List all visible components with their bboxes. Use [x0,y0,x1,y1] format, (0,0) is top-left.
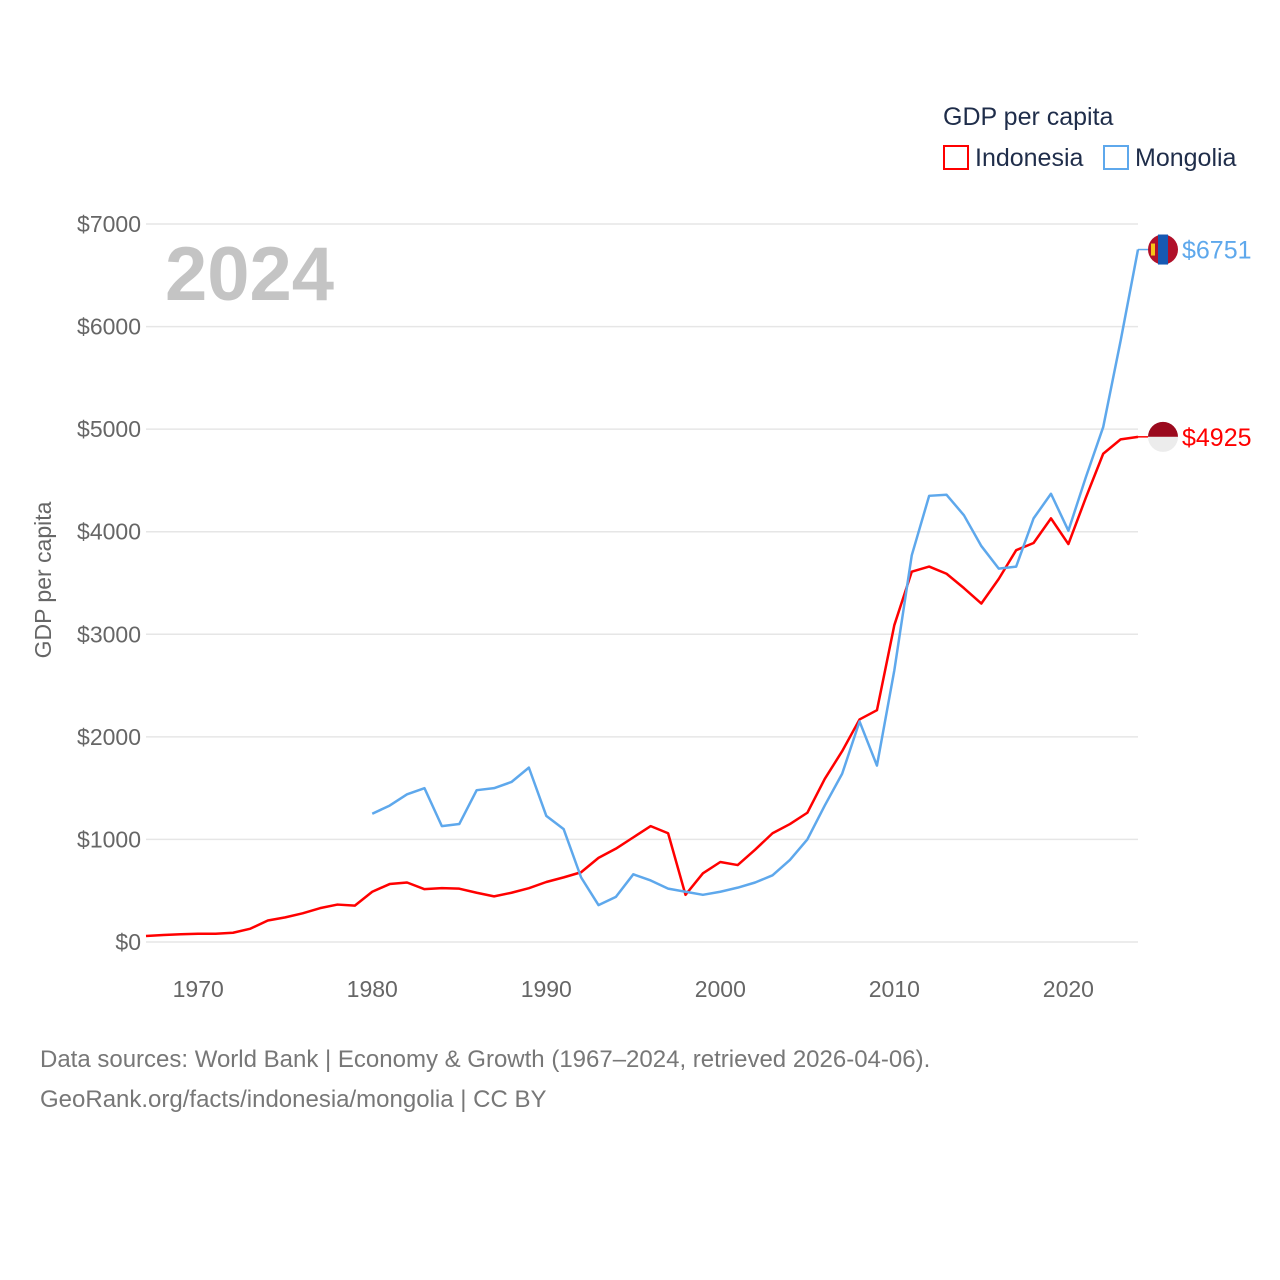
year-label: 2024 [165,232,334,317]
legend-swatch-indonesia [943,145,969,170]
footer-sources: Data sources: World Bank | Economy & Gro… [40,1046,931,1073]
y-axis-label: GDP per capita [30,501,56,658]
end-label-indonesia: $4925 [1182,424,1252,452]
flag-indonesia-icon [1148,421,1178,452]
flag-white-half [1148,436,1178,452]
y-tick-label: $6000 [77,314,141,340]
flag-blue-stripe [1158,234,1168,265]
flag-soyombo [1151,243,1155,256]
y-tick-label: $1000 [77,826,141,852]
footer-link[interactable]: GeoRank.org/facts/indonesia/mongolia | C… [40,1086,547,1113]
end-label-mongolia: $6751 [1182,237,1252,265]
flag-mongolia-icon [1148,234,1178,265]
legend-item-indonesia[interactable]: Indonesia [943,144,1084,172]
legend-title: GDP per capita [943,103,1114,131]
x-tick-label: 1970 [173,976,224,1002]
line-indonesia [145,435,1139,938]
x-tick-label: 2010 [869,976,920,1002]
y-tick-label: $7000 [77,211,141,237]
y-tick-label: $2000 [77,724,141,750]
x-tick-label: 1990 [521,976,572,1002]
x-tick-label: 1980 [347,976,398,1002]
y-tick-label: $3000 [77,621,141,647]
flag-red-half [1148,421,1178,437]
y-tick-label: $4000 [77,519,141,545]
legend-item-mongolia[interactable]: Mongolia [1103,144,1237,172]
legend-label-mongolia: Mongolia [1135,144,1237,172]
legend-swatch-mongolia [1103,145,1129,170]
y-tick-label: $0 [115,929,141,955]
x-tick-label: 2020 [1043,976,1094,1002]
y-tick-label: $5000 [77,416,141,442]
x-tick-label: 2000 [695,976,746,1002]
legend-label-indonesia: Indonesia [975,144,1084,172]
line-mongolia [371,249,1140,907]
